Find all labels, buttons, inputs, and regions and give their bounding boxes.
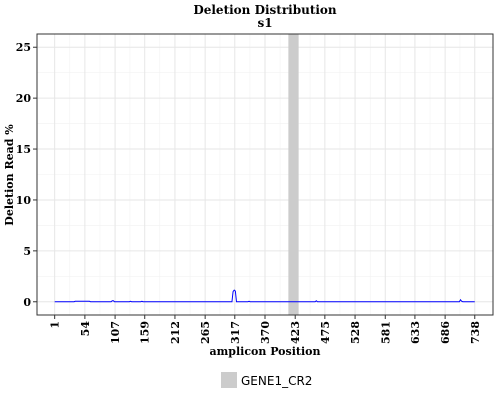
x-tick-label: 1 bbox=[49, 321, 62, 329]
series-lines bbox=[54, 289, 475, 303]
x-axis-title: amplicon Position bbox=[210, 345, 321, 358]
x-tick-label: 475 bbox=[319, 321, 332, 344]
highlight-regions bbox=[288, 34, 299, 315]
legend-swatch bbox=[221, 372, 237, 388]
x-tick-label: 54 bbox=[79, 321, 92, 337]
x-tick-label: 265 bbox=[199, 321, 212, 344]
x-tick-label: 212 bbox=[169, 321, 182, 344]
y-tick-label: 25 bbox=[16, 41, 31, 54]
series-line bbox=[54, 289, 475, 303]
x-tick-label: 370 bbox=[259, 321, 272, 344]
x-tick-label: 581 bbox=[379, 321, 392, 344]
x-tick-label: 738 bbox=[469, 321, 482, 344]
x-tick-label: 317 bbox=[229, 321, 242, 344]
x-tick-label: 686 bbox=[439, 321, 452, 344]
legend-label: GENE1_CR2 bbox=[241, 374, 312, 388]
x-tick-label: 159 bbox=[139, 321, 152, 344]
x-tick-label: 423 bbox=[289, 321, 302, 344]
chart-subtitle: s1 bbox=[257, 16, 272, 30]
y-tick-label: 15 bbox=[16, 143, 31, 156]
y-tick-label: 10 bbox=[16, 194, 32, 207]
y-tick-label: 5 bbox=[23, 245, 31, 258]
x-tick-label: 633 bbox=[409, 321, 422, 344]
y-axis-title: Deletion Read % bbox=[3, 124, 16, 226]
highlight-region bbox=[288, 34, 299, 315]
x-tick-label: 528 bbox=[349, 321, 362, 344]
y-axis: 0 5 10 15 20 25 bbox=[16, 41, 37, 309]
y-tick-label: 20 bbox=[16, 92, 32, 105]
y-tick-label: 0 bbox=[23, 296, 31, 309]
x-tick-label: 107 bbox=[109, 321, 122, 344]
x-axis: 1 54 107 159 212 265 317 370 423 475 528 581 633 686 7… bbox=[49, 315, 482, 344]
legend: GENE1_CR2 bbox=[221, 372, 312, 388]
chart-title: Deletion Distribution bbox=[193, 3, 337, 17]
